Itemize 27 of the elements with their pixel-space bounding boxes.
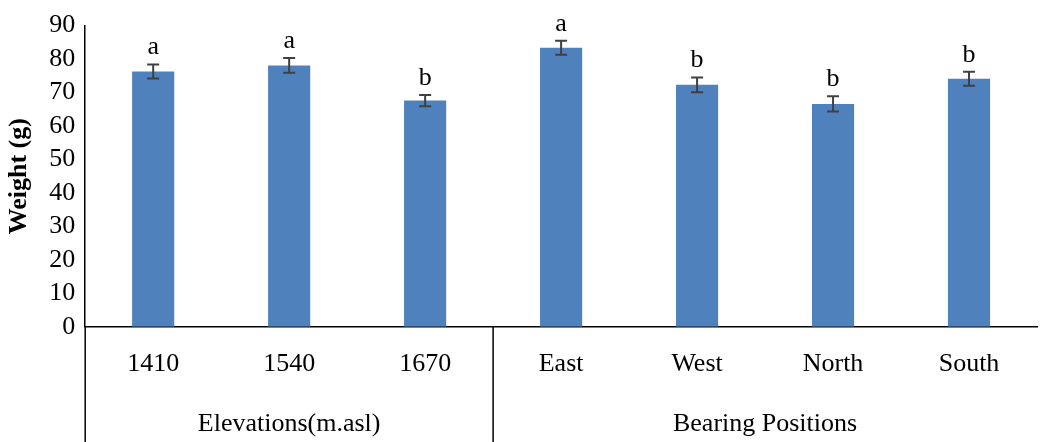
x-tick-label: 1540 (263, 348, 316, 378)
y-tick-label: 40 (49, 176, 76, 206)
y-tick-label: 70 (49, 76, 76, 106)
annotation: a (283, 25, 296, 55)
y-tick-label: 30 (49, 210, 76, 240)
text: Bearing Positions (672, 407, 858, 437)
x-tick-label: 1410 (127, 348, 180, 378)
y-tick-label: 90 (49, 9, 76, 39)
annotation: b (418, 61, 432, 91)
y-tick-label: 60 (49, 109, 76, 139)
x-tick-label: North (802, 348, 864, 378)
x-tick-label: West (671, 348, 724, 378)
y-tick-label: 10 (49, 277, 76, 307)
x-tick-label: East (538, 348, 585, 378)
y-tick-label: 0 (62, 310, 76, 340)
y-tick-label: 80 (49, 42, 76, 72)
y-tick-label: 50 (49, 143, 76, 173)
annotation: b (826, 63, 840, 93)
y-axis-title: Weight (g) (3, 118, 33, 235)
annotation: b (690, 44, 704, 74)
x-tick-label: 1670 (399, 348, 452, 378)
x-tick-label: South (938, 348, 1000, 378)
text: Elevations(m.asl) (197, 407, 381, 437)
annotation: a (555, 7, 568, 37)
annotation: a (147, 31, 160, 61)
y-tick-label: 20 (49, 243, 76, 273)
annotation: b (962, 38, 976, 68)
